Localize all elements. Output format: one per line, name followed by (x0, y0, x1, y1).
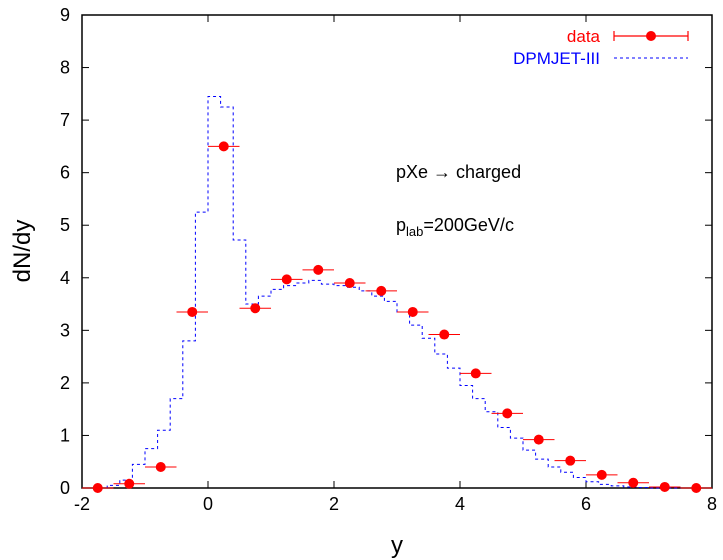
plab-p: p (396, 215, 406, 235)
plab-annotation: plab=200GeV/c (396, 215, 514, 239)
data-point (502, 408, 513, 419)
data-point (439, 329, 450, 340)
y-axis-title: dN/dy (9, 220, 36, 283)
x-tick-label: 2 (329, 494, 339, 514)
y-tick-label: 9 (60, 5, 70, 25)
x-tick-label: -2 (74, 494, 90, 514)
y-tick-label: 0 (60, 478, 70, 498)
legend-label-data: data (567, 27, 601, 46)
data-point (407, 306, 418, 317)
x-tick-label: 0 (203, 494, 213, 514)
reaction-annotation: pXe → charged (396, 162, 521, 182)
data-point (565, 455, 576, 466)
y-tick-label: 2 (60, 373, 70, 393)
legend: data DPMJET-III (513, 27, 689, 68)
data-point (92, 483, 103, 493)
data-point (470, 368, 481, 379)
legend-label-model: DPMJET-III (513, 49, 600, 68)
y-tick-label: 7 (60, 110, 70, 130)
data-point (596, 469, 607, 480)
data-point (250, 303, 261, 314)
x-tick-label: 6 (581, 494, 591, 514)
model-step-line (94, 95, 700, 489)
y-tick-label: 4 (60, 268, 70, 288)
legend-marker-data (646, 31, 656, 41)
plot-frame (81, 14, 713, 489)
y-tick-label: 3 (60, 320, 70, 340)
plab-value: =200GeV/c (423, 215, 514, 235)
data-point (187, 306, 198, 317)
data-point (313, 264, 324, 275)
model-series (94, 95, 700, 489)
data-point (691, 483, 702, 493)
data-point (218, 141, 229, 152)
data-point (376, 285, 387, 296)
data-point (628, 477, 639, 488)
y-tick-label: 8 (60, 58, 70, 78)
data-point (344, 278, 355, 289)
y-tick-label: 1 (60, 425, 70, 445)
data-point (281, 274, 292, 285)
data-point (659, 481, 670, 492)
y-tick-label: 6 (60, 163, 70, 183)
data-series (82, 141, 712, 493)
y-tick-label: 5 (60, 215, 70, 235)
data-point (533, 434, 544, 445)
x-tick-label: 4 (455, 494, 465, 514)
plab-subscript: lab (406, 224, 423, 239)
x-axis-title: y (391, 532, 403, 559)
data-point (124, 478, 135, 489)
data-point (155, 461, 166, 472)
x-tick-label: 8 (707, 494, 717, 514)
